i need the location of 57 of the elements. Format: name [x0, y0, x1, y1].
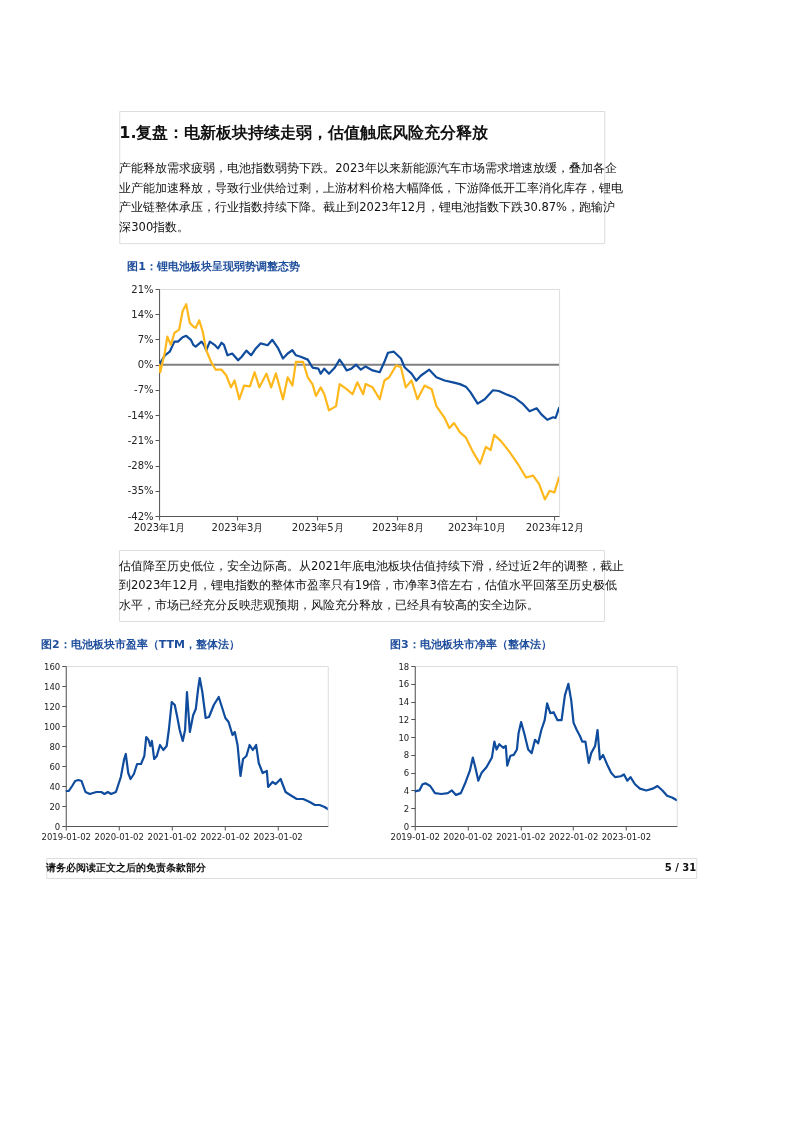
- x-tick-label: 2023年3月: [211, 521, 264, 533]
- text: 5 / 31: [664, 862, 697, 873]
- y-tick-label: 140: [44, 681, 61, 692]
- y-tick-label: -42%: [127, 510, 154, 522]
- x-tick-label: 2020-01-02: [94, 831, 144, 842]
- y-tick-label: 80: [49, 741, 61, 752]
- y-tick-label: 21%: [131, 283, 154, 295]
- y-tick-label: -14%: [127, 409, 154, 421]
- chart-title: 图3：电池板块市净率（整体法）: [390, 638, 552, 651]
- x-tick-label: 2022-01-02: [548, 831, 599, 842]
- y-tick-label: 12: [398, 714, 410, 725]
- y-tick-label: 0%: [137, 359, 154, 371]
- line-series: [65, 676, 328, 811]
- y-tick-label: 100: [44, 721, 61, 732]
- y-tick-label: 20: [49, 801, 61, 812]
- y-tick-label: 18: [398, 661, 410, 672]
- y-tick-label: -35%: [127, 485, 154, 497]
- x-tick-label: 2023年8月: [372, 521, 424, 533]
- x-tick-label: 2023年10月: [447, 521, 507, 533]
- x-tick-label: 2023年5月: [291, 521, 344, 533]
- x-tick-label: 2019-01-02: [390, 831, 440, 842]
- x-tick-label: 2020-01-02: [443, 831, 493, 842]
- chart-title: 图2：电池板块市盈率（TTM，整体法）: [41, 638, 240, 651]
- x-tick-label: 2021-01-02: [147, 831, 197, 842]
- x-tick-label: 2023-01-02: [253, 831, 303, 842]
- y-tick-label: 7%: [137, 333, 154, 345]
- y-tick-label: 8: [403, 750, 410, 761]
- y-tick-label: 14%: [131, 308, 154, 320]
- y-tick-label: 60: [49, 761, 61, 772]
- y-tick-label: -28%: [127, 460, 154, 472]
- line-series: [159, 334, 560, 421]
- y-tick-label: 160: [44, 661, 61, 672]
- text: 请务必阅读正文之后的免责条款部分: [45, 862, 208, 874]
- y-tick-label: 4: [403, 785, 410, 796]
- y-tick-label: 6: [403, 768, 410, 779]
- line-series: [414, 682, 677, 802]
- text: 产能释放需求疲弱，电池指数弱势下跌。2023年以来新能源汽车市场需求增速放缓，叠加各企业产能加速释放，导致行业供给过剩，上游材料价格大幅降低，下游降低开工率消化库存，锂电产业链整体承压，行业指数持续下降。截止到2023年12月，锂电池指数下跌30.87%，跑输沪深300指数。: [119, 161, 624, 234]
- text: 估值降至历史低位，安全边际高。从2021年底电池板块估值持续下滑，经过近2年的调整，截止到2023年12月，锂电指数的整体市盈率只有19倍，市净率3倍左右，估值水平回落至历史极低水平，市场已经充分反映悲观预期，风险充分释放，已经具有较高的安全边际。: [117, 558, 624, 612]
- y-tick-label: -7%: [134, 384, 154, 396]
- x-tick-label: 2021-01-02: [496, 831, 546, 842]
- x-tick-label: 2019-01-02: [41, 831, 91, 842]
- x-tick-label: 2022-01-02: [200, 831, 250, 842]
- y-tick-label: -21%: [127, 434, 154, 446]
- y-tick-label: 2: [403, 803, 410, 814]
- x-tick-label: 2023年1月: [133, 521, 186, 533]
- y-tick-label: 40: [49, 781, 61, 792]
- y-tick-label: 14: [398, 697, 410, 708]
- x-tick-label: 2023年12月: [525, 521, 584, 533]
- y-tick-label: 16: [398, 679, 410, 690]
- y-tick-label: 0: [403, 821, 410, 832]
- chart-title: 图1：锂电池板块呈现弱势调整态势: [127, 260, 300, 273]
- line-series: [159, 303, 560, 501]
- y-tick-label: 0: [54, 821, 61, 832]
- y-tick-label: 120: [44, 701, 61, 712]
- text: 1.复盘：电新板块持续走弱，估值触底风险充分释放: [119, 123, 490, 143]
- x-tick-label: 2023-01-02: [601, 831, 652, 842]
- y-tick-label: 10: [398, 732, 410, 743]
